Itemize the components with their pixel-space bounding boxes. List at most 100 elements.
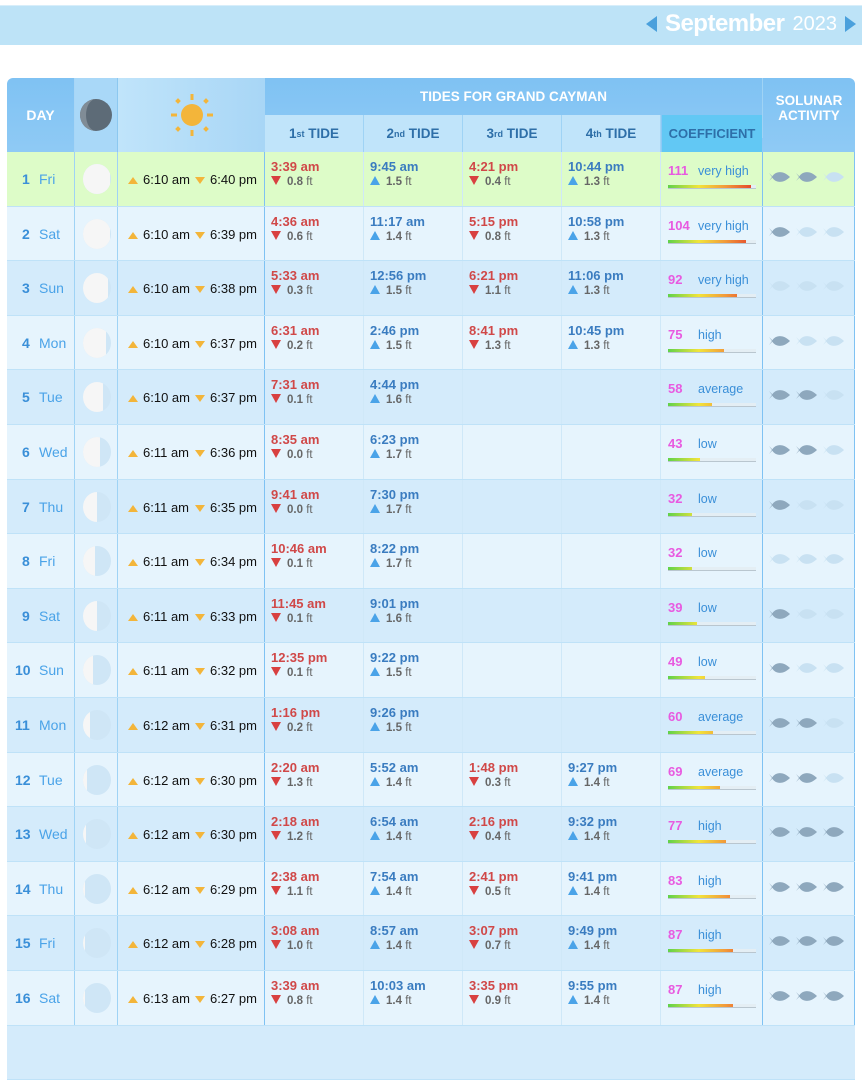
tide-time: 1:48 pm [469,759,519,775]
month-label: September [664,10,785,37]
sunset-time: 6:32 pm [210,663,257,679]
high-tide-icon [370,831,380,841]
sunset-time: 6:38 pm [210,281,257,297]
table-row[interactable]: 3 Sun 6:10 am 6:38 pm 5:33 am 0.3 ft 12:56 p… [7,261,855,316]
tide-height: 1.5 [386,667,402,680]
low-tide-icon [271,776,281,786]
coefficient-bar [668,403,756,408]
fish-icon [823,172,844,182]
fish-icon [769,772,790,783]
table-row[interactable]: 11 Mon 6:12 am 6:31 pm 1:16 pm 0.2 ft 9:26 p… [7,698,855,753]
moon-cell [75,807,118,861]
day-of-week: Sat [39,225,61,242]
day-cell: 15 Fri [7,916,75,970]
sunrise-time: 6:11 am [143,663,190,679]
header-tides-title: TIDES FOR GRAND CAYMAN [419,89,607,104]
low-tide-icon [271,394,281,404]
coefficient-bar [668,239,756,244]
tide-height: 1.7 [386,503,402,516]
table-row[interactable]: 15 Fri 6:12 am 6:28 pm 3:08 am 1.0 ft 8:57 a… [7,916,855,971]
table-row[interactable] [7,1025,855,1080]
low-tide-icon [469,776,479,786]
tide-height: 0.0 [287,449,303,461]
sunrise-time: 6:10 am [143,172,190,187]
high-tide-icon [370,612,380,622]
moon-cell [75,315,118,370]
next-month-arrow-icon[interactable] [845,16,856,32]
tide-cell: 9:32 pm 1.4 ft [562,807,661,861]
high-tide-icon [370,776,380,786]
moon-cell [75,643,118,697]
tide-height: 1.6 [386,612,402,625]
coefficient-cell: 87 high [662,971,762,1025]
table-row[interactable]: 2 Sat 6:10 am 6:39 pm 4:36 am 0.6 ft 11:17 a… [7,206,855,262]
sunrise-icon [128,668,138,676]
fish-icon [796,936,817,947]
coefficient-label: high [698,819,722,834]
day-cell: 5 Tue [7,370,75,424]
table-row[interactable]: 7 Thu 6:11 am 6:35 pm 9:41 am 0.0 ft 7:30 pm… [7,479,855,535]
tide-cell [463,425,562,479]
day-number: 11 [15,717,30,733]
fish-icon [769,390,790,401]
table-row[interactable]: 9 Sat 6:11 am 6:33 pm 11:45 am 0.1 ft 9:01 p… [7,588,855,644]
tide-cell [463,534,562,588]
previous-month-arrow-icon[interactable] [645,16,657,32]
day-number: 2 [22,225,30,242]
moon-phase-icon [83,928,111,959]
sunset-time: 6:39 pm [210,226,257,242]
table-row[interactable]: 16 Sat 6:13 am 6:27 pm 3:39 am 0.8 ft 10:03 … [7,971,855,1026]
moon-phase-icon [83,382,111,413]
solunar-cell [762,807,855,861]
tide-cell [562,643,661,697]
sunrise-icon [128,886,138,894]
sunrise-time: 6:10 am [143,281,190,297]
table-row[interactable]: 4 Mon 6:10 am 6:37 pm 6:31 am 0.2 ft 2:46 pm… [7,315,855,371]
table-row[interactable]: 14 Thu 6:12 am 6:29 pm 2:38 am 1.1 ft 7:54 a… [7,861,855,917]
tide-ordinal: st [296,128,305,139]
tide-time: 8:35 am [271,432,320,447]
sunrise-icon [128,504,138,512]
tide-height: 1.5 [386,722,402,734]
tide-time: 2:41 pm [469,868,519,884]
high-tide-icon [568,285,578,295]
sunrise-icon [128,613,138,621]
tide-time: 6:31 am [271,322,320,338]
year-label: 2023 [792,12,838,35]
low-tide-icon [469,230,479,240]
solunar-cell [762,206,855,261]
tide-cell [463,588,562,643]
tide-cell: 3:07 pm 0.7 ft [463,916,562,970]
tide-time: 9:41 pm [568,868,618,884]
table-row[interactable]: 5 Tue 6:10 am 6:37 pm 7:31 am 0.1 ft 4:44 pm… [7,370,855,425]
table-row[interactable]: 6 Wed 6:11 am 6:36 pm 8:35 am 0.0 ft 6:23 pm… [7,425,855,480]
low-tide-icon [469,885,479,895]
low-tide-icon [271,285,281,295]
day-number: 8 [22,553,30,570]
tide-height: 0.3 [485,776,501,789]
table-row[interactable]: 1 Fri 6:10 am 6:40 pm 3:39 am 0.8 ft 9:45 am… [7,152,855,207]
moon-cell [75,971,118,1025]
table-row[interactable]: 8 Fri 6:11 am 6:34 pm 10:46 am 0.1 ft 8:22 p… [7,534,855,589]
tide-time: 8:41 pm [469,322,519,338]
table-row[interactable]: 10 Sun 6:11 am 6:32 pm 12:35 pm 0.1 ft 9:22 … [7,643,855,698]
coefficient-label: low [698,600,717,615]
coefficient-cell: 92 very high [662,261,762,315]
coefficient-cell: 58 average [662,370,762,424]
tide-unit: ft [603,995,610,1007]
moon-phase-icon [83,546,111,577]
tide-height: 1.4 [386,776,402,789]
tide-unit: ft [504,230,511,243]
tide-height: 1.1 [287,885,303,898]
tide-label: TIDE [605,126,637,141]
solunar-cell [762,370,855,424]
solunar-cell [762,916,855,970]
table-row[interactable]: 13 Wed 6:12 am 6:30 pm 2:18 am 1.2 ft 6:54 a… [7,807,855,862]
fish-icon [823,554,844,565]
day-of-week: Tue [39,389,63,406]
tide-height: 1.4 [584,831,600,844]
table-row[interactable]: 12 Tue 6:12 am 6:30 pm 2:20 am 1.3 ft 5:52 a… [7,752,855,808]
tide-time: 8:57 am [370,923,419,939]
tide-cell [562,425,661,479]
tide-unit: ft [405,558,412,571]
